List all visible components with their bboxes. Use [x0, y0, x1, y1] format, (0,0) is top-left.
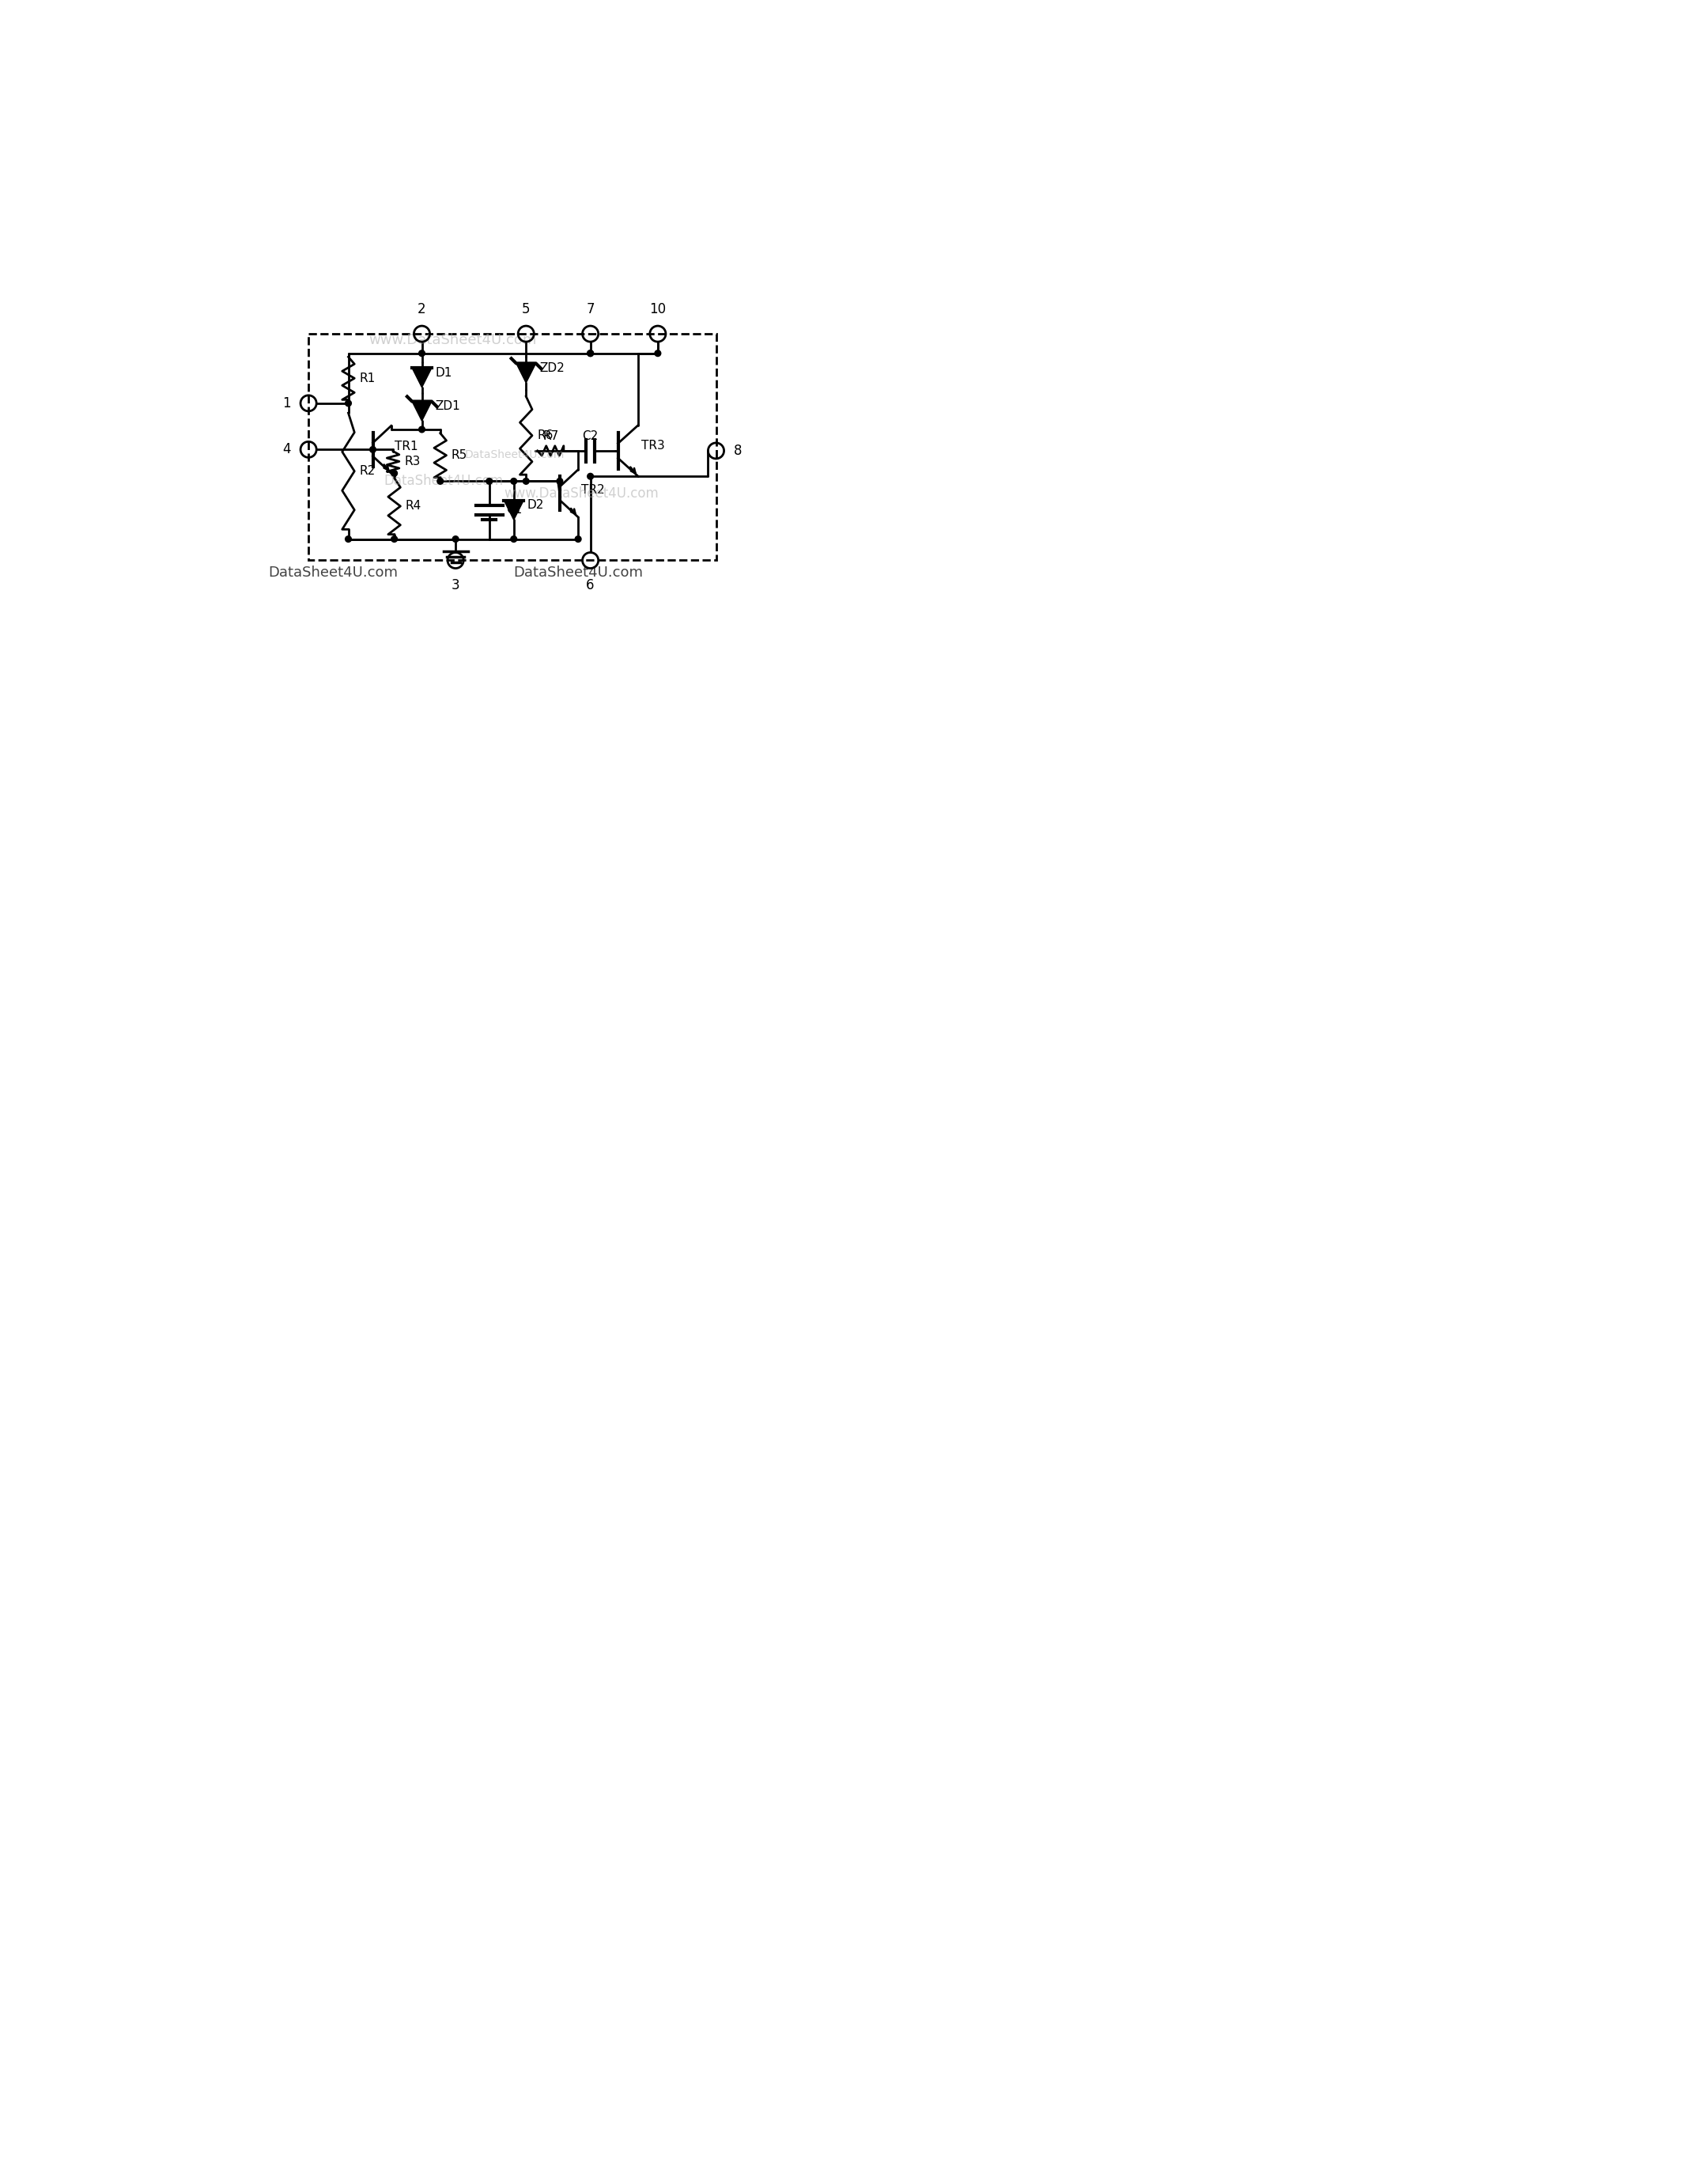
Text: R6: R6 — [536, 430, 553, 441]
Text: TR2: TR2 — [581, 485, 605, 496]
Circle shape — [418, 349, 425, 356]
Text: ZD2: ZD2 — [540, 362, 565, 373]
Circle shape — [576, 537, 581, 541]
Text: R4: R4 — [405, 500, 422, 513]
Text: TR3: TR3 — [640, 441, 664, 452]
Circle shape — [588, 349, 593, 356]
Text: 6: 6 — [586, 578, 594, 592]
Circle shape — [654, 349, 661, 356]
Circle shape — [391, 537, 398, 541]
Text: R3: R3 — [405, 456, 420, 467]
Text: DataSheet4U.com: DataSheet4U.com — [465, 450, 565, 461]
Circle shape — [588, 474, 593, 480]
Circle shape — [588, 349, 593, 356]
Text: R7: R7 — [543, 430, 559, 443]
Polygon shape — [516, 362, 536, 382]
Text: D2: D2 — [528, 500, 545, 511]
Circle shape — [511, 478, 518, 485]
Text: www.DataSheet4U.com: www.DataSheet4U.com — [369, 332, 536, 347]
Text: D1: D1 — [436, 367, 453, 378]
Text: 2: 2 — [418, 301, 425, 317]
Circle shape — [418, 426, 425, 432]
Circle shape — [345, 399, 352, 406]
Text: www.DataSheet4U.com: www.DataSheet4U.com — [504, 487, 659, 500]
Text: 3: 3 — [451, 578, 459, 592]
Text: C2: C2 — [582, 430, 598, 443]
Polygon shape — [412, 402, 432, 421]
Circle shape — [453, 537, 459, 541]
Text: 5: 5 — [523, 301, 529, 317]
Circle shape — [345, 537, 352, 541]
Text: 4: 4 — [282, 443, 290, 456]
Text: R5: R5 — [451, 450, 468, 461]
Text: 8: 8 — [734, 443, 741, 458]
Text: R2: R2 — [359, 465, 376, 478]
Text: C1: C1 — [507, 504, 523, 515]
Circle shape — [369, 448, 376, 452]
Circle shape — [523, 478, 529, 485]
Circle shape — [487, 478, 492, 485]
Text: TR1: TR1 — [395, 441, 418, 452]
Polygon shape — [412, 369, 432, 386]
Text: 10: 10 — [649, 301, 666, 317]
Text: R1: R1 — [359, 373, 376, 384]
Polygon shape — [504, 500, 524, 520]
Text: DataSheet4U.com: DataSheet4U.com — [384, 474, 504, 489]
Circle shape — [511, 537, 518, 541]
Text: 1: 1 — [282, 395, 290, 410]
Circle shape — [391, 469, 398, 476]
Text: ZD1: ZD1 — [436, 399, 461, 413]
Text: 7: 7 — [586, 301, 594, 317]
Text: DataSheet4U.com: DataSheet4U.com — [514, 565, 642, 581]
Circle shape — [437, 478, 444, 485]
Text: DataSheet4U.com: DataSheet4U.com — [268, 565, 398, 581]
Circle shape — [557, 478, 564, 485]
